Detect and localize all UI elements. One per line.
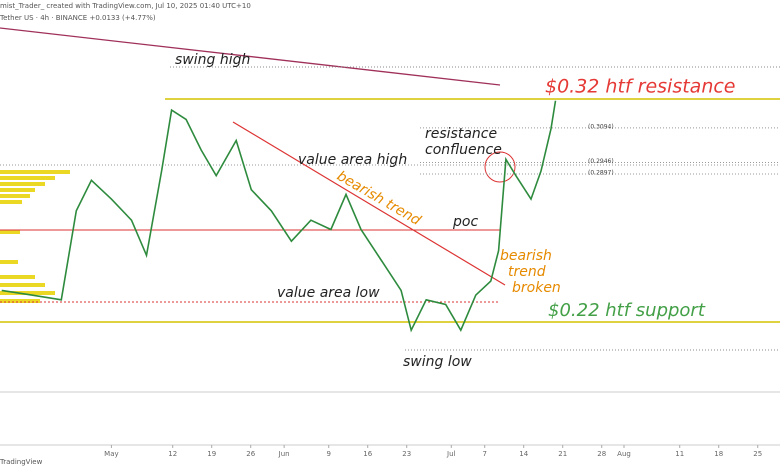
x-tick-label: 12: [168, 450, 177, 458]
footer: TradingView: [0, 458, 43, 466]
volume-profile: [0, 170, 70, 303]
annotation: resistance: [425, 126, 497, 142]
confluence-circle: [484, 151, 516, 183]
header-line: Tether US · 4h · BINANCE +0.0133 (+4.77%…: [0, 14, 156, 22]
annotation: poc: [452, 214, 478, 230]
x-tick-label: 18: [714, 450, 723, 458]
x-tick-label: 9: [326, 450, 330, 458]
x-tick-label: 16: [363, 450, 372, 458]
annotation: swing high: [175, 52, 250, 68]
x-tick-label: Jul: [446, 450, 456, 458]
x-tick-label: 25: [753, 450, 762, 458]
annotation: swing low: [403, 354, 472, 370]
annotation: $0.32 htf resistance: [545, 76, 736, 98]
x-tick-label: Jun: [278, 450, 290, 458]
x-tick-label: 21: [558, 450, 567, 458]
x-tick-label: 11: [675, 450, 684, 458]
price-label: (0.2897): [588, 170, 614, 177]
x-tick-label: Aug: [617, 450, 631, 458]
x-tick-label: 7: [482, 450, 486, 458]
x-tick-label: 19: [207, 450, 216, 458]
price-line: [1, 100, 557, 333]
annotation: $0.22 htf support: [548, 300, 706, 321]
annotation: confluence: [425, 142, 502, 158]
price-label: (0.2946): [588, 158, 614, 165]
price-label: (0.3094): [588, 123, 614, 130]
moving-average: [0, 27, 501, 86]
annotation: trend: [508, 264, 546, 280]
x-tick-label: 26: [246, 450, 255, 458]
annotation: bearish: [500, 248, 552, 264]
bearish-trendline: [232, 121, 506, 286]
x-tick-label: 23: [402, 450, 411, 458]
annotation: value area high: [298, 152, 407, 168]
annotation: value area low: [277, 285, 380, 301]
annotation: broken: [512, 280, 561, 296]
x-tick-label: May: [104, 450, 118, 458]
x-tick-label: 28: [597, 450, 606, 458]
header-line: mist_Trader_ created with TradingView.co…: [0, 2, 251, 10]
x-tick-label: 14: [519, 450, 528, 458]
